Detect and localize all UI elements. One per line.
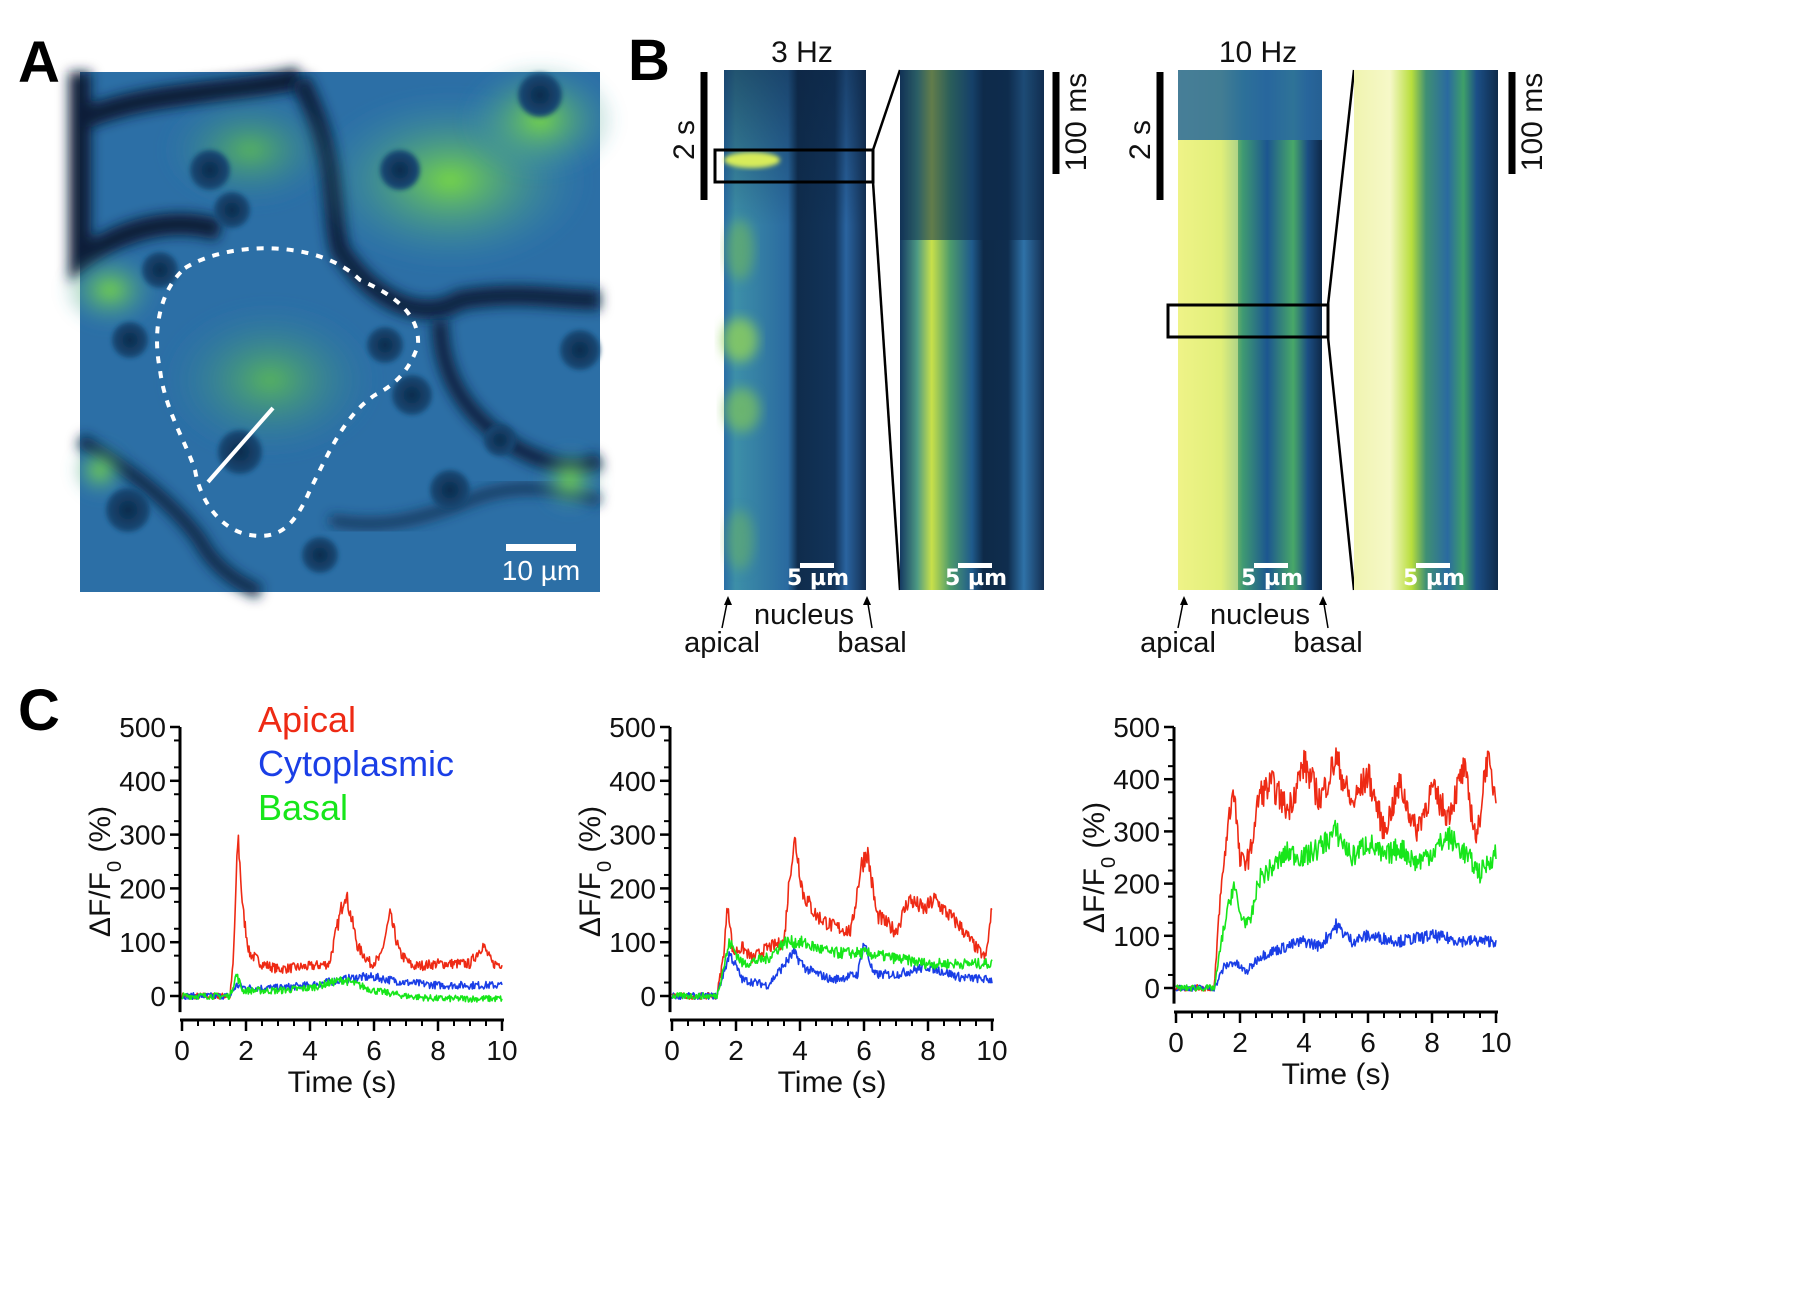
legend-item-cytoplasmic: Cytoplasmic — [258, 743, 454, 784]
annotation-nucleus-10hz: nucleus — [1210, 599, 1310, 631]
x-tick-label: 0 — [664, 1035, 680, 1066]
x-tick-label: 8 — [920, 1035, 936, 1066]
x-tick-label: 4 — [1296, 1027, 1312, 1058]
series-line-cytoplasmic — [671, 942, 993, 1001]
space-scalebar-10hz-label: 5 µm — [1241, 566, 1303, 591]
x-tick-label: 4 — [792, 1035, 808, 1066]
x-tick-label: 6 — [856, 1035, 872, 1066]
scalebar-a-label: 10 µm — [502, 555, 580, 586]
zoom-box-10hz — [1166, 303, 1330, 339]
zoom-box-3hz — [713, 148, 875, 184]
y-tick-label: 300 — [609, 820, 656, 851]
x-tick-label: 2 — [1232, 1027, 1248, 1058]
y-tick-label: 500 — [1113, 712, 1160, 743]
y-tick-label: 0 — [150, 981, 166, 1012]
series-line-apical — [1175, 747, 1497, 992]
y-tick-label: 400 — [609, 766, 656, 797]
y-tick-label: 300 — [119, 820, 166, 851]
y-tick-label: 500 — [609, 712, 656, 743]
chart-3: 0 100 200 300 400 500 ΔF/F0 (%) 0 2 4 6 8 10 Time (s) — [1078, 712, 1512, 1091]
y-tick-label: 300 — [1113, 816, 1160, 847]
x-tick-label: 8 — [1424, 1027, 1440, 1058]
panel-letter-c: C — [18, 678, 60, 743]
panel-letter-a: A — [18, 30, 60, 95]
y-tick-label: 400 — [119, 766, 166, 797]
x-tick-label: 6 — [366, 1035, 382, 1066]
kymograph-title-3hz: 3 Hz — [771, 36, 833, 69]
y-tick-label: 100 — [609, 927, 656, 958]
series-line-cytoplasmic — [1175, 918, 1497, 992]
x-tick-label: 0 — [174, 1035, 190, 1066]
annotation-nucleus-3hz: nucleus — [754, 599, 854, 631]
x-tick-label: 2 — [238, 1035, 254, 1066]
x-tick-label: 0 — [1168, 1027, 1184, 1058]
y-axis-label: ΔF/F0 (%) — [1078, 802, 1120, 933]
y-tick-label: 400 — [1113, 764, 1160, 795]
x-tick-label: 10 — [1480, 1027, 1511, 1058]
y-tick-label: 200 — [119, 873, 166, 904]
series-line-basal — [181, 973, 503, 1003]
kymograph-10hz-zoom: 5 µm — [1354, 70, 1498, 591]
annotation-basal-3hz: basal — [837, 627, 906, 659]
legend-panel-c: Apical Cytoplasmic Basal — [258, 699, 454, 828]
annotation-basal-10hz: basal — [1293, 627, 1362, 659]
y-tick-label: 0 — [1144, 973, 1160, 1004]
y-axis-label: ΔF/F0 (%) — [574, 806, 616, 937]
legend-item-apical: Apical — [258, 699, 356, 740]
chart-2: 0 100 200 300 400 500 ΔF/F0 (%) 0 2 4 6 8 10 Time (s) — [574, 712, 1008, 1099]
zoom-scalebar-10hz-label: 5 µm — [1403, 566, 1465, 591]
y-tick-label: 0 — [640, 981, 656, 1012]
y-axis-label: ΔF/F0 (%) — [84, 806, 126, 937]
chart-1: 0 100 200 300 400 500 ΔF/F0 (%) 0 2 4 6 8 10 Time (s) — [84, 712, 518, 1099]
y-tick-label: 200 — [1113, 869, 1160, 900]
x-tick-label: 10 — [486, 1035, 517, 1066]
series-line-apical — [181, 834, 503, 1000]
y-tick-label: 500 — [119, 712, 166, 743]
legend-item-basal: Basal — [258, 787, 348, 828]
cell-outline-dashed — [155, 246, 421, 538]
zoom-time-scalebar-10hz-label: 100 ms — [1516, 73, 1549, 171]
kymograph-3hz-zoom: 5 µm — [900, 70, 1044, 591]
annotation-apical-10hz: apical — [1140, 627, 1216, 659]
x-tick-label: 4 — [302, 1035, 318, 1066]
time-scalebar-3hz-label: 2 s — [668, 120, 701, 160]
kymograph-group-10hz: 10 Hz 2 s 5 µm 5 µm 100 ms apical nucleu… — [1124, 36, 1549, 659]
micrograph-panel-a: 10 µm — [60, 60, 620, 599]
x-axis-label: Time (s) — [288, 1066, 397, 1099]
x-tick-label: 6 — [1360, 1027, 1376, 1058]
x-tick-label: 2 — [728, 1035, 744, 1066]
y-tick-label: 100 — [1113, 921, 1160, 952]
kymograph-10hz: 5 µm — [1166, 70, 1330, 591]
y-tick-label: 100 — [119, 927, 166, 958]
panel-letter-b: B — [628, 28, 670, 93]
x-axis-label: Time (s) — [1282, 1058, 1391, 1091]
zoom-scalebar-3hz-label: 5 µm — [945, 566, 1007, 591]
x-axis-label: Time (s) — [778, 1066, 887, 1099]
x-tick-label: 10 — [976, 1035, 1007, 1066]
series-line-basal — [1175, 819, 1497, 992]
time-scalebar-10hz-label: 2 s — [1124, 120, 1157, 160]
kymograph-3hz: 5 µm — [713, 70, 875, 591]
kymograph-group-3hz: 3 Hz 2 s 5 µm 5 µm 100 ms — [668, 36, 1093, 659]
series-line-apical — [671, 836, 993, 1001]
series-line-basal — [671, 934, 993, 1000]
line-scan-marker — [206, 406, 275, 484]
series-line-cytoplasmic — [181, 971, 503, 1001]
kymograph-title-10hz: 10 Hz — [1219, 36, 1297, 69]
scalebar-a — [506, 544, 576, 551]
x-tick-label: 8 — [430, 1035, 446, 1066]
annotation-apical-3hz: apical — [684, 627, 760, 659]
y-tick-label: 200 — [609, 873, 656, 904]
zoom-time-scalebar-3hz-label: 100 ms — [1060, 73, 1093, 171]
space-scalebar-3hz-label: 5 µm — [787, 566, 849, 591]
